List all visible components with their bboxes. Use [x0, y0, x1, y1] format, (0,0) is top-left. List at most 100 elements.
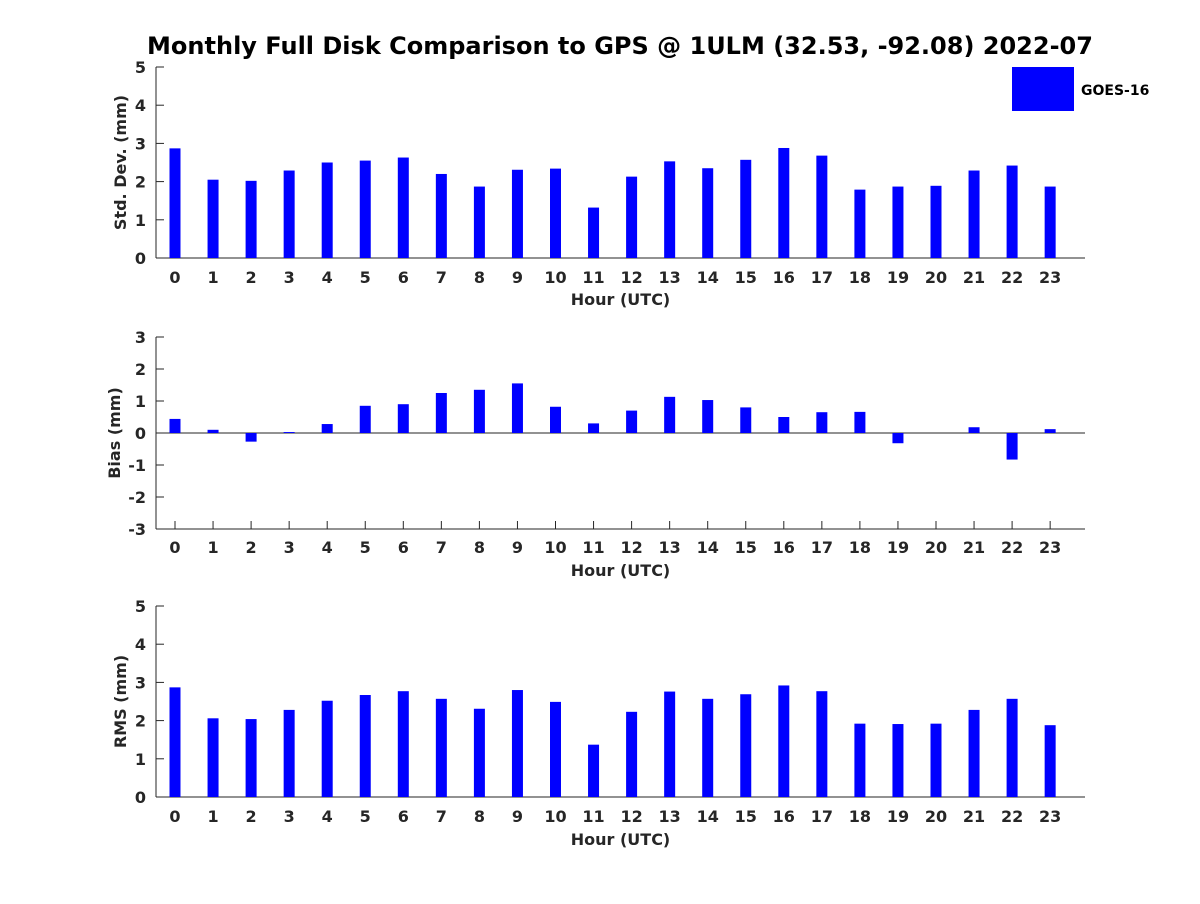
bar — [1044, 186, 1056, 258]
bar — [207, 718, 219, 797]
x-tick-label: 8 — [474, 807, 485, 826]
bar — [321, 424, 333, 433]
x-tick-label: 20 — [925, 538, 947, 557]
bar — [435, 173, 447, 258]
legend-swatch — [1012, 67, 1074, 111]
x-tick-label: 0 — [169, 538, 180, 557]
bar — [169, 418, 181, 433]
y-tick-label: -1 — [128, 456, 146, 475]
y-tick-label: 2 — [135, 173, 146, 192]
x-tick-label: 6 — [398, 807, 409, 826]
bar — [816, 412, 828, 433]
bar — [397, 404, 409, 433]
x-tick-label: 15 — [735, 538, 757, 557]
bar — [511, 690, 523, 797]
y-tick-label: 4 — [135, 96, 146, 115]
legend: GOES-16 — [1012, 67, 1149, 111]
x-tick-label: 21 — [963, 807, 985, 826]
bar — [511, 383, 523, 433]
bar — [702, 698, 714, 797]
x-tick-label: 3 — [284, 807, 295, 826]
x-tick-label: 3 — [284, 538, 295, 557]
x-tick-label: 4 — [322, 538, 333, 557]
bar — [778, 417, 790, 433]
bar — [930, 723, 942, 797]
x-tick-label: 5 — [360, 538, 371, 557]
bar — [169, 148, 181, 258]
bar — [283, 432, 295, 433]
x-tick-label: 3 — [284, 268, 295, 287]
bar — [740, 159, 752, 258]
bar — [245, 180, 257, 258]
bar — [207, 429, 219, 433]
x-tick-label: 11 — [582, 538, 604, 557]
x-tick-label: 8 — [474, 268, 485, 287]
bar — [626, 176, 638, 258]
bar — [1006, 433, 1018, 460]
x-tick-label: 20 — [925, 807, 947, 826]
x-tick-label: 12 — [620, 268, 642, 287]
y-tick-label: 1 — [135, 211, 146, 230]
bar — [1006, 698, 1018, 797]
bar — [511, 169, 523, 258]
bar — [550, 701, 561, 797]
bar — [283, 170, 295, 258]
bar — [321, 700, 333, 797]
x-tick-label: 12 — [620, 807, 642, 826]
bar — [473, 708, 485, 797]
bar — [245, 719, 257, 797]
x-tick-label: 11 — [582, 807, 604, 826]
bar — [664, 396, 676, 433]
y-tick-label: 2 — [135, 360, 146, 379]
x-tick-label: 7 — [436, 538, 447, 557]
x-tick-label: 13 — [659, 538, 681, 557]
bar — [397, 691, 409, 797]
x-tick-label: 1 — [207, 807, 218, 826]
bar — [930, 185, 942, 258]
x-tick-label: 17 — [811, 268, 833, 287]
bar — [321, 162, 333, 258]
x-tick-label: 7 — [436, 268, 447, 287]
bar — [968, 170, 980, 258]
y-tick-label: 2 — [135, 712, 146, 731]
x-tick-label: 16 — [773, 268, 795, 287]
x-tick-label: 16 — [773, 538, 795, 557]
x-tick-label: 21 — [963, 268, 985, 287]
bar — [473, 186, 485, 258]
x-tick-label: 19 — [887, 538, 909, 557]
x-tick-label: 19 — [887, 807, 909, 826]
bar — [892, 724, 904, 797]
bar — [854, 723, 866, 797]
x-tick-label: 5 — [360, 807, 371, 826]
y-tick-label: 1 — [135, 750, 146, 769]
x-axis-label: Hour (UTC) — [571, 830, 671, 849]
y-tick-label: 5 — [135, 58, 146, 77]
x-tick-label: 13 — [659, 268, 681, 287]
legend-label: GOES-16 — [1081, 83, 1149, 99]
y-tick-label: 3 — [135, 673, 146, 692]
bar — [968, 427, 980, 433]
x-tick-label: 15 — [735, 807, 757, 826]
bar — [283, 709, 295, 797]
bar — [550, 168, 561, 258]
bar — [359, 160, 371, 258]
bar — [740, 407, 752, 433]
x-tick-label: 13 — [659, 807, 681, 826]
y-tick-label: 0 — [135, 424, 146, 443]
bar — [588, 423, 600, 433]
bar — [588, 744, 600, 797]
x-tick-label: 9 — [512, 268, 523, 287]
bar — [435, 393, 447, 433]
x-axis-label: Hour (UTC) — [571, 290, 671, 309]
x-tick-label: 6 — [398, 538, 409, 557]
bar — [245, 433, 257, 442]
y-axis-label: Bias (mm) — [105, 387, 124, 479]
bar — [892, 433, 904, 444]
x-tick-label: 15 — [735, 268, 757, 287]
x-tick-label: 18 — [849, 268, 871, 287]
y-tick-label: 0 — [135, 788, 146, 807]
